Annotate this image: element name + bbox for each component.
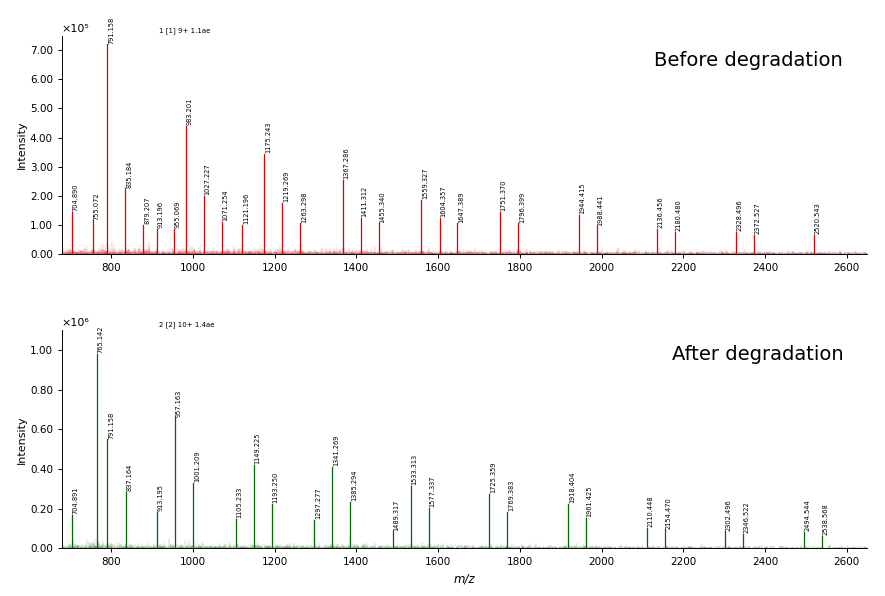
Text: 1175.243: 1175.243 [265,122,271,153]
Text: 755.072: 755.072 [93,192,99,220]
Text: 2136.456: 2136.456 [658,197,664,228]
Text: 835.184: 835.184 [126,160,132,188]
Text: Before degradation: Before degradation [654,51,843,70]
Text: After degradation: After degradation [672,346,843,365]
Text: 1796.399: 1796.399 [519,191,525,223]
Text: 1769.383: 1769.383 [508,480,514,511]
Text: 1647.389: 1647.389 [458,191,464,223]
Text: 2520.543: 2520.543 [815,203,821,234]
Y-axis label: Intensity: Intensity [17,415,27,464]
Text: 1071.254: 1071.254 [222,190,228,221]
Y-axis label: Intensity: Intensity [17,120,27,169]
Text: 2110.448: 2110.448 [647,495,653,527]
Text: 2 [2] 10+ 1.4ae: 2 [2] 10+ 1.4ae [158,321,214,328]
Text: 1367.286: 1367.286 [343,147,350,179]
Text: 791.158: 791.158 [108,17,114,44]
Text: ×10⁵: ×10⁵ [62,24,89,33]
Text: 1577.337: 1577.337 [429,476,435,507]
Text: 1751.370: 1751.370 [501,179,506,211]
Text: 1341.269: 1341.269 [333,435,339,466]
Text: 2180.480: 2180.480 [676,200,682,231]
Text: 837.164: 837.164 [127,464,133,491]
Text: 983.201: 983.201 [187,98,193,125]
Text: 1533.313: 1533.313 [412,454,418,485]
Text: 1918.404: 1918.404 [569,471,575,503]
Text: 704.890: 704.890 [73,184,79,211]
Text: 1149.225: 1149.225 [254,433,260,464]
Text: 2154.470: 2154.470 [666,497,672,529]
Text: 1411.312: 1411.312 [362,185,367,217]
X-axis label: m/z: m/z [454,573,475,586]
Text: 957.163: 957.163 [176,390,182,417]
Text: 1193.250: 1193.250 [273,471,279,503]
Text: 704.891: 704.891 [73,486,79,514]
Text: 1027.227: 1027.227 [204,163,211,195]
Text: 1944.415: 1944.415 [580,182,586,214]
Text: 1385.294: 1385.294 [350,470,357,501]
Text: 1001.209: 1001.209 [194,451,200,482]
Text: ×10⁶: ×10⁶ [62,318,89,328]
Text: 1725.359: 1725.359 [490,462,496,493]
Text: 1 [1] 9+ 1.1ae: 1 [1] 9+ 1.1ae [158,27,210,33]
Text: 765.142: 765.142 [97,326,104,353]
Text: 1988.441: 1988.441 [597,194,604,226]
Text: 913.196: 913.196 [158,201,164,228]
Text: 1219.269: 1219.269 [283,171,289,202]
Text: 1604.357: 1604.357 [441,185,446,217]
Text: 2538.568: 2538.568 [822,504,828,535]
Text: 955.069: 955.069 [175,201,181,228]
Text: 1489.317: 1489.317 [394,499,399,531]
Text: 1105.233: 1105.233 [236,486,242,518]
Text: 913.195: 913.195 [158,484,164,511]
Text: 1297.277: 1297.277 [315,488,321,519]
Text: 1263.298: 1263.298 [301,191,307,223]
Text: 1455.340: 1455.340 [380,191,386,223]
Text: 2494.544: 2494.544 [804,499,811,532]
Text: 2328.496: 2328.496 [736,200,743,231]
Text: 1121.196: 1121.196 [242,193,249,224]
Text: 2346.522: 2346.522 [744,502,750,533]
Text: 1961.425: 1961.425 [587,485,592,517]
Text: 791.158: 791.158 [108,411,114,439]
Text: 2372.527: 2372.527 [755,203,760,234]
Text: 2302.496: 2302.496 [726,499,732,531]
Text: 879.207: 879.207 [144,197,150,224]
Text: 1559.327: 1559.327 [422,168,428,200]
